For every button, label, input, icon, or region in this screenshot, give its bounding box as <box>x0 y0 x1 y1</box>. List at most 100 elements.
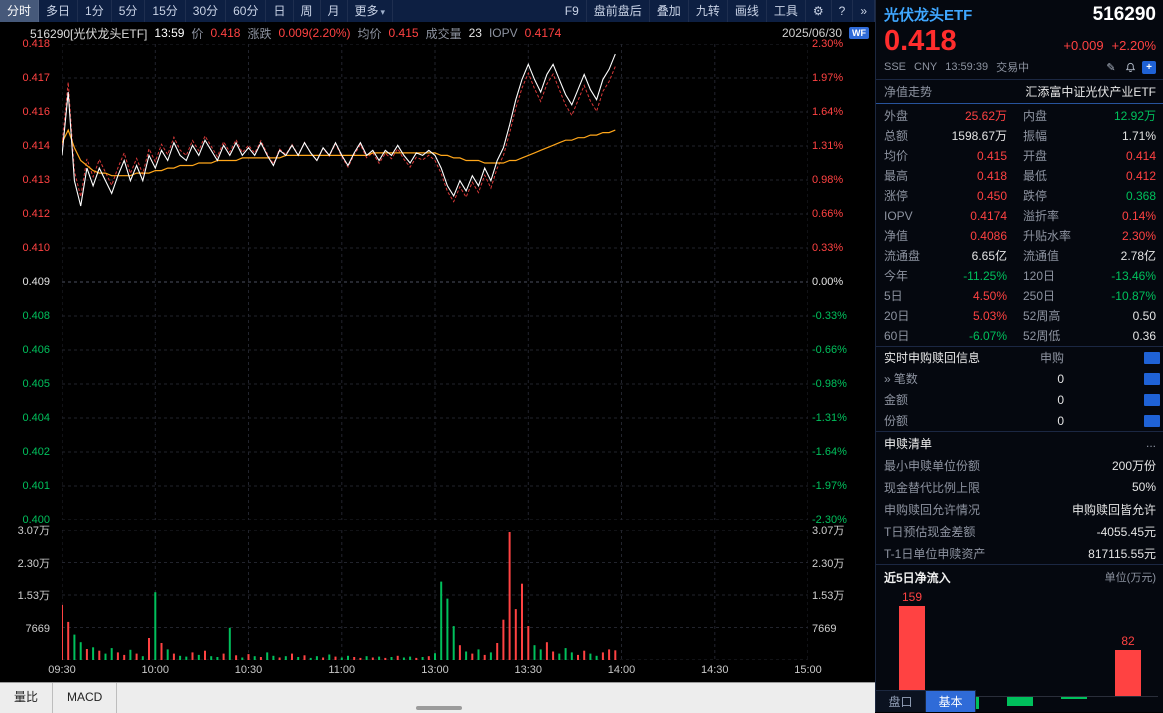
time-axis-label: 10:00 <box>141 664 170 676</box>
section-divider <box>876 346 1163 348</box>
stat-label: 60日 <box>884 329 910 344</box>
toolbar-button-画线[interactable]: 画线 <box>728 0 767 22</box>
subscribe-row-value: 0 <box>1057 392 1064 407</box>
expand-icon[interactable]: » <box>884 372 891 387</box>
volume-axis-label: 1.53万 <box>17 590 50 602</box>
currency-label: CNY <box>914 61 938 74</box>
toolbar-button-F9[interactable]: F9 <box>558 0 587 22</box>
time-axis-label: 09:30 <box>48 664 76 676</box>
toolbar-tab-月[interactable]: 月 <box>321 0 348 22</box>
list-row-label: T日预估现金差额 <box>884 524 976 539</box>
percent-axis-label: -1.97% <box>812 480 847 492</box>
panel-tab-基本[interactable]: 基本 <box>926 690 976 712</box>
price-axis-label: 0.414 <box>22 140 50 152</box>
percent-axis-label: -0.33% <box>812 310 847 322</box>
wf-badge-icon[interactable]: WF <box>849 27 869 39</box>
chevron-down-icon: ▾ <box>380 7 386 17</box>
price-axis-label: 0.405 <box>22 378 50 390</box>
price-axis-label: 0.406 <box>22 344 50 356</box>
horizontal-scrollbar[interactable] <box>416 706 462 710</box>
panel-tab-盘口[interactable]: 盘口 <box>876 690 926 712</box>
list-row-label: 现金替代比例上限 <box>884 480 981 495</box>
list-row-label: 最小申赎单位份额 <box>884 458 981 473</box>
chart-date: 2025/06/30 <box>781 26 842 40</box>
price-value: 0.418 <box>210 26 241 40</box>
subscribe-row-value: 0 <box>1057 371 1064 386</box>
toolbar-tab-日[interactable]: 日 <box>266 0 294 22</box>
toolbar-tab-30分[interactable]: 30分 <box>186 0 227 22</box>
flow-bar <box>1061 697 1087 700</box>
toolbar-button-盘前盘后[interactable]: 盘前盘后 <box>587 0 650 22</box>
percent-axis-label: -0.66% <box>812 344 847 356</box>
change-label: 涨跌 <box>247 26 272 41</box>
stat-value: 0.368 <box>1125 189 1156 204</box>
help-icon[interactable]: ? <box>832 0 854 22</box>
toolbar-tab-60分[interactable]: 60分 <box>226 0 267 22</box>
add-icon[interactable]: + <box>1142 60 1156 74</box>
price-axis-label: 0.402 <box>22 446 50 458</box>
toolbar-button-叠加[interactable]: 叠加 <box>650 0 689 22</box>
stat-value: 25.62万 <box>964 109 1007 124</box>
stat-row: 今年 -11.25% 120日 -13.46% <box>884 266 1156 286</box>
volume-plot[interactable] <box>62 530 808 660</box>
alarm-icon[interactable] <box>1123 61 1137 74</box>
gear-icon[interactable]: ⚙ <box>806 0 832 22</box>
stat-row: 60日 -6.07% 52周低 0.36 <box>884 326 1156 346</box>
stat-value: -10.87% <box>1111 289 1156 304</box>
stat-label: 溢折率 <box>1023 209 1060 224</box>
realtime-subscribe-section: 实时申购赎回信息 申购 » 笔数 0 金额 0 份额 0 <box>876 347 1163 431</box>
price-plot[interactable] <box>62 44 808 520</box>
nav-trend-row[interactable]: 净值走势 汇添富中证光伏产业ETF <box>876 79 1163 105</box>
redeem-value-box[interactable] <box>1144 393 1160 406</box>
stat-row: 流通盘 6.65亿 流通值 2.78亿 <box>884 246 1156 266</box>
stat-label: 开盘 <box>1023 149 1048 164</box>
toolbar-tab-1分[interactable]: 1分 <box>78 0 112 22</box>
redeem-value-box[interactable] <box>1144 414 1160 427</box>
expand-icon[interactable]: » <box>853 0 875 22</box>
edit-icon[interactable]: ✎ <box>1106 61 1116 74</box>
toolbar-spacer <box>393 0 558 22</box>
toolbar-tab-周[interactable]: 周 <box>294 0 321 22</box>
percent-axis-label: 0.66% <box>812 208 844 220</box>
price-axis-label: 0.409 <box>22 276 50 288</box>
redeem-value-box[interactable] <box>1144 372 1160 385</box>
chart-symbol: 516290[光伏龙头ETF] <box>30 26 148 41</box>
price-axis-label: 0.410 <box>22 242 50 254</box>
percent-axis-label: 1.31% <box>812 140 844 152</box>
volume-axis-label: 2.30万 <box>812 557 845 570</box>
stat-label: 涨停 <box>884 189 909 204</box>
toolbar-tab-15分[interactable]: 15分 <box>145 0 186 22</box>
indicator-tab-MACD[interactable]: MACD <box>53 683 118 713</box>
list-row-value: 申购赎回皆允许 <box>1071 502 1156 517</box>
quote-time: 13:59:39 <box>945 61 989 74</box>
list-row: 最小申赎单位份额 200万份 <box>876 454 1163 476</box>
volume-axis-label: 2.30万 <box>17 557 50 570</box>
toolbar-tab-5分[interactable]: 5分 <box>112 0 146 22</box>
price-axis-label: 0.404 <box>22 412 50 424</box>
stat-value: 5.03% <box>972 309 1007 324</box>
stat-value: 0.450 <box>976 189 1007 204</box>
subscribe-row: 金额 0 <box>876 389 1163 410</box>
toolbar-tab-分时[interactable]: 分时 <box>0 0 40 22</box>
price-label: 价 <box>191 26 204 41</box>
subscribe-row-label: 金额 <box>884 393 909 408</box>
indicator-tab-量比[interactable]: 量比 <box>0 683 54 713</box>
subscribe-row: » 笔数 0 <box>876 368 1163 389</box>
stat-value: 1.71% <box>1121 129 1156 144</box>
time-axis-label: 14:00 <box>607 664 636 676</box>
toolbar-button-九转[interactable]: 九转 <box>689 0 728 22</box>
stat-row: 5日 4.50% 250日 -10.87% <box>884 286 1156 306</box>
toolbar-tab-更多[interactable]: 更多 ▾ <box>348 0 394 22</box>
stat-value: 0.414 <box>1125 149 1156 164</box>
toolbar-button-工具[interactable]: 工具 <box>767 0 806 22</box>
more-button[interactable]: ... <box>1145 436 1156 451</box>
nav-trend-label[interactable]: 净值走势 <box>884 85 933 100</box>
toolbar-tab-多日[interactable]: 多日 <box>39 0 79 22</box>
list-row: T日预估现金差额 -4055.45元 <box>876 520 1163 542</box>
percent-axis-label: 1.64% <box>812 106 844 118</box>
period-tabs: 分时 多日 1分 5分 15分 30分 60分日周月更多 ▾ <box>0 0 394 22</box>
panel-icons: ✎ + <box>1104 60 1156 74</box>
volume-axis-label: 3.07万 <box>812 525 845 537</box>
stat-label: IOPV <box>884 209 913 224</box>
redeem-column-box[interactable] <box>1144 351 1160 364</box>
